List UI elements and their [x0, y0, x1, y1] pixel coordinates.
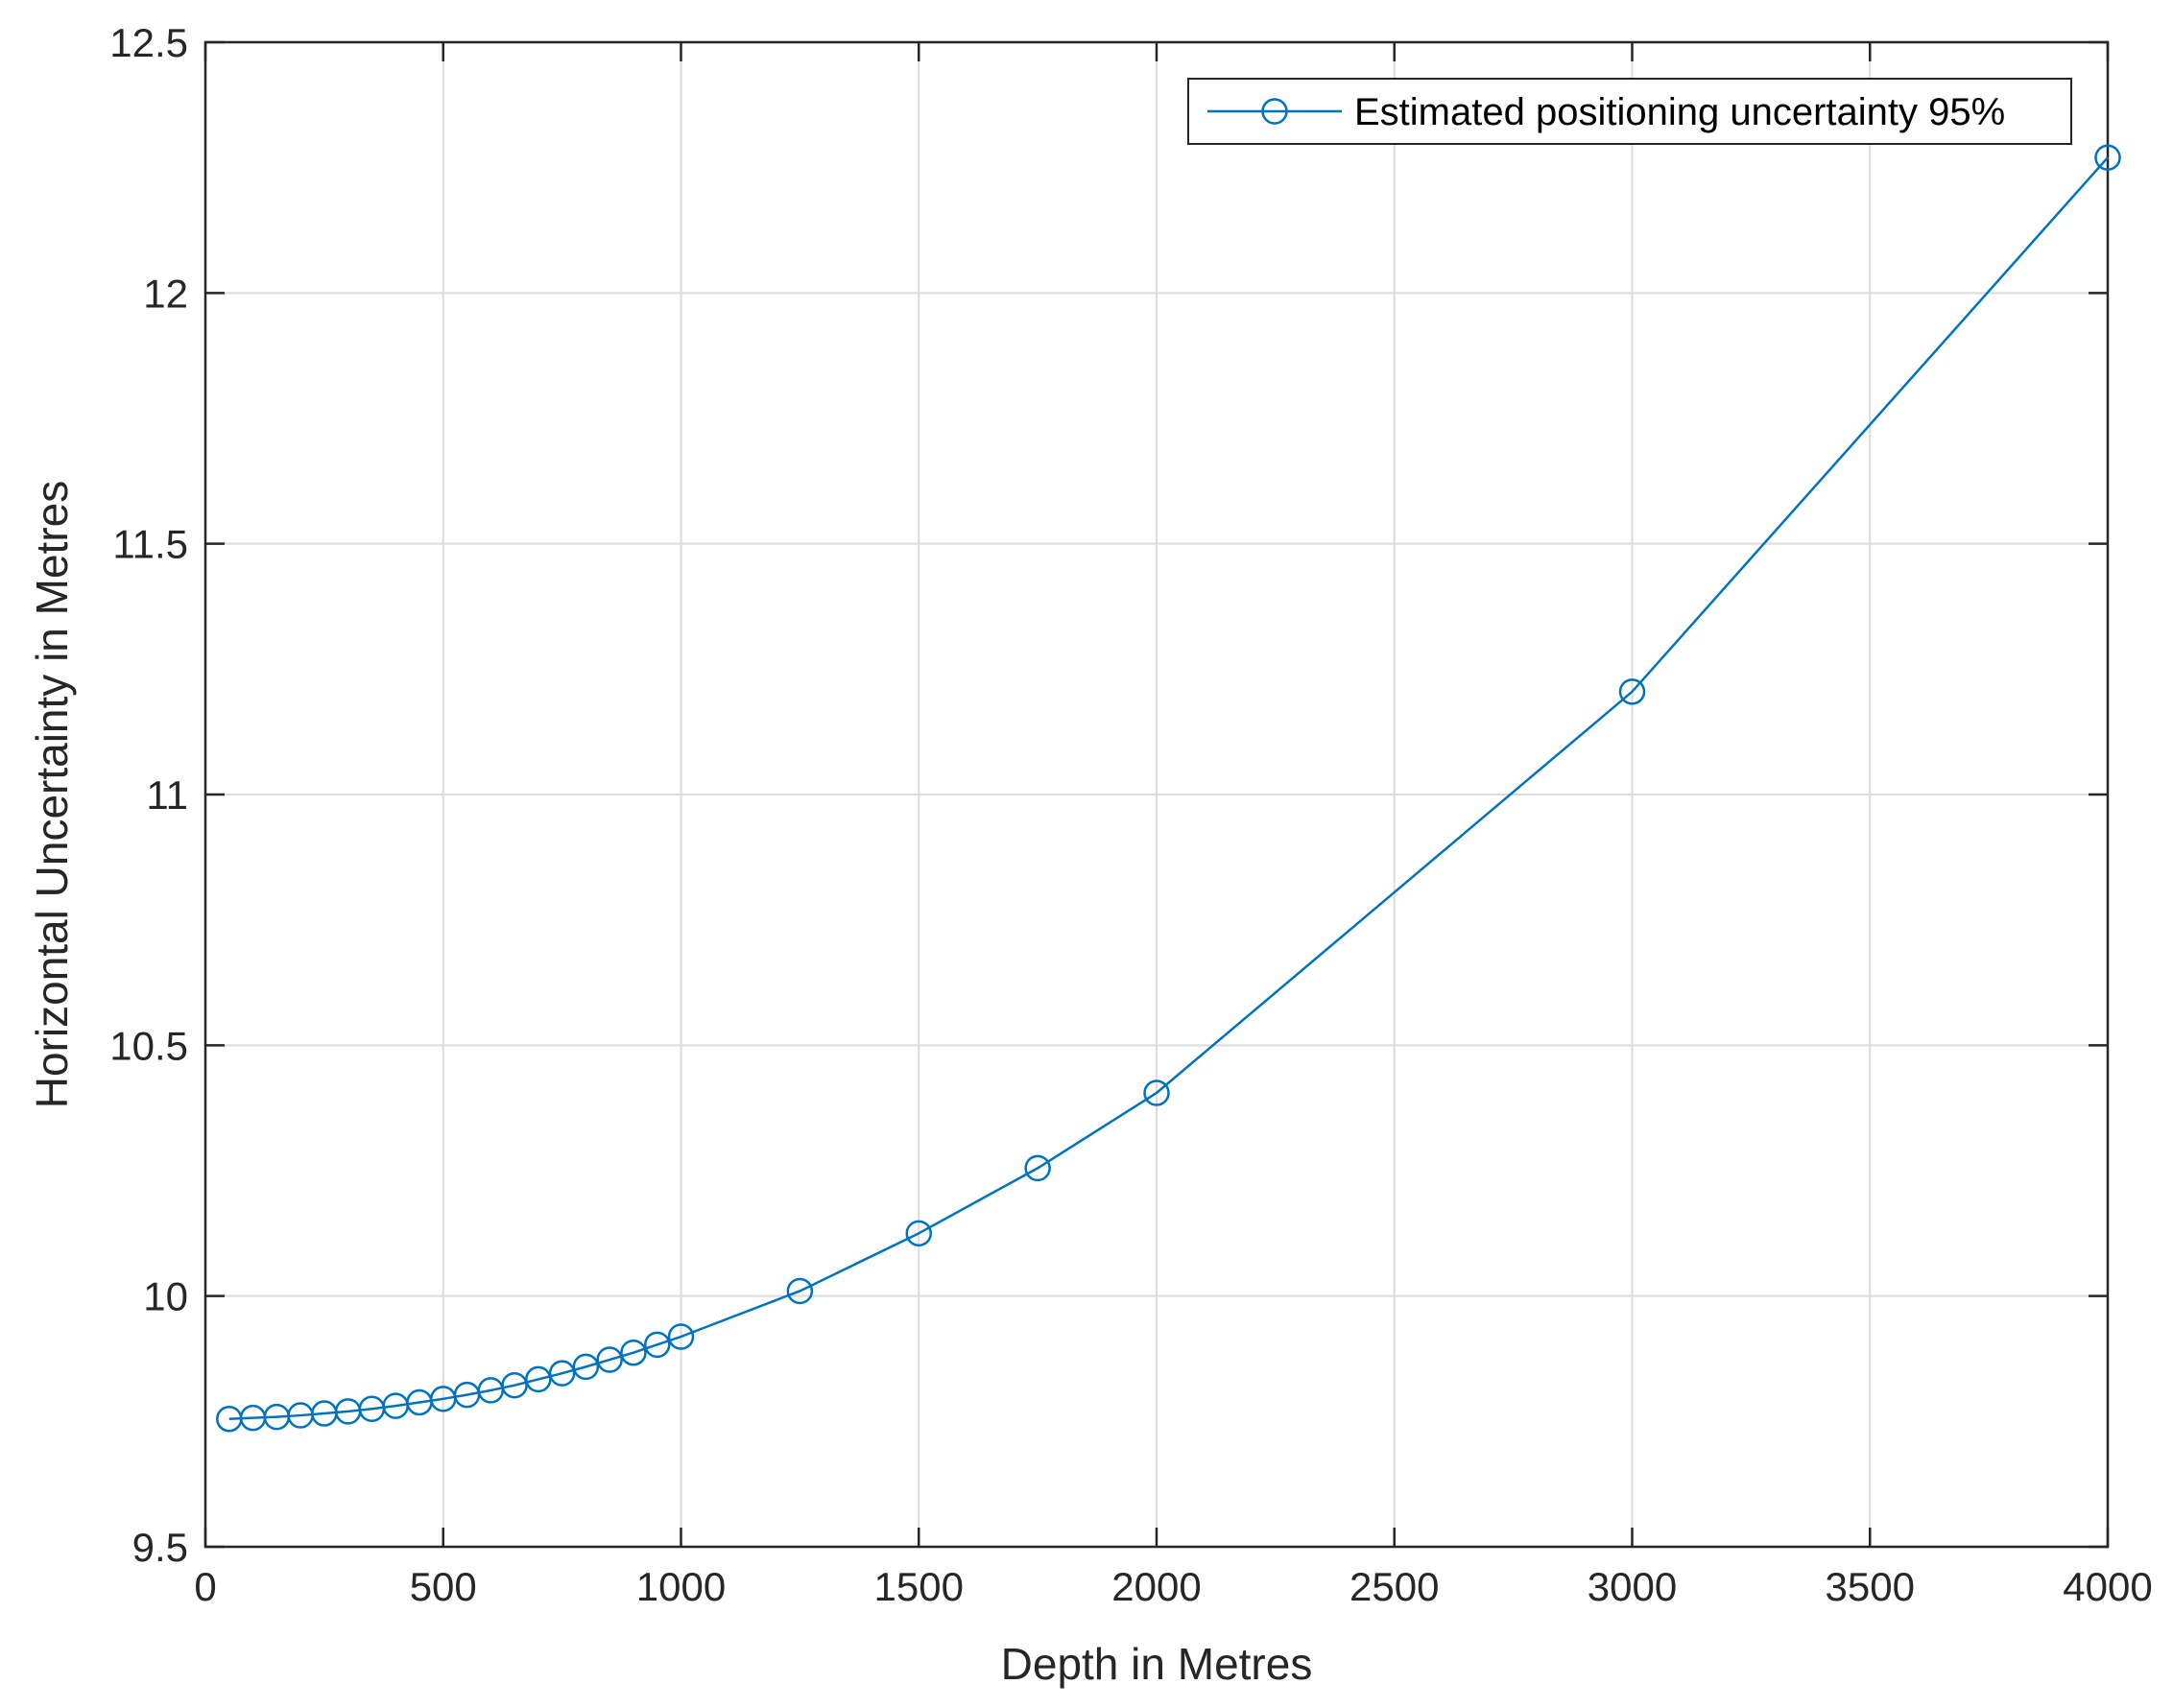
y-axis-label: Horizontal Uncertainty in Metres	[27, 481, 77, 1108]
x-tick-label: 3500	[1826, 1564, 1915, 1609]
data-point-marker	[596, 1346, 623, 1373]
x-tick-label: 4000	[2063, 1564, 2152, 1609]
x-tick-labels: 0 500 1000 1500 2000 2500 3000 3500 4000	[194, 1564, 2152, 1609]
data-point-marker	[525, 1365, 552, 1393]
data-point-marker	[2094, 144, 2121, 171]
legend-marker-sample	[1261, 98, 1288, 125]
tick-marks	[203, 40, 2110, 1549]
x-tick-label: 2000	[1111, 1564, 1201, 1609]
data-point-marker	[572, 1353, 600, 1381]
x-tick-label: 1500	[874, 1564, 964, 1609]
y-tick-labels: 9.5 10 10.5 11 11.5 12 12.5	[109, 20, 188, 1570]
y-tick-label: 11.5	[112, 522, 188, 567]
x-tick-label: 0	[194, 1564, 216, 1609]
y-tick-label: 12.5	[109, 20, 188, 65]
data-point-marker	[667, 1323, 695, 1350]
x-axis-label: Depth in Metres	[1001, 1639, 1313, 1689]
data-point-marker	[905, 1220, 932, 1247]
legend-entry-label: Estimated positioning uncertainty 95%	[1354, 91, 2005, 133]
data-point-marker	[1024, 1154, 1051, 1182]
y-tick-label: 10.5	[109, 1023, 188, 1068]
grid	[205, 42, 2108, 1547]
y-tick-label: 11	[146, 772, 188, 818]
data-point-marker	[786, 1277, 814, 1305]
y-tick-label: 12	[143, 271, 188, 316]
y-tick-label: 9.5	[132, 1525, 188, 1570]
data-point-marker	[501, 1371, 528, 1399]
data-point-marker	[620, 1339, 647, 1366]
data-point-marker	[548, 1360, 576, 1387]
legend: Estimated positioning uncertainty 95%	[1187, 78, 2072, 145]
x-tick-label: 1000	[636, 1564, 726, 1609]
data-point-marker	[643, 1331, 671, 1359]
x-tick-label: 2500	[1349, 1564, 1439, 1609]
data-point-marker	[1143, 1079, 1170, 1106]
x-tick-label: 3000	[1588, 1564, 1677, 1609]
series-layer	[216, 144, 2121, 1433]
y-tick-label: 10	[143, 1274, 188, 1319]
data-point-marker	[1618, 678, 1646, 705]
x-tick-label: 500	[410, 1564, 477, 1609]
